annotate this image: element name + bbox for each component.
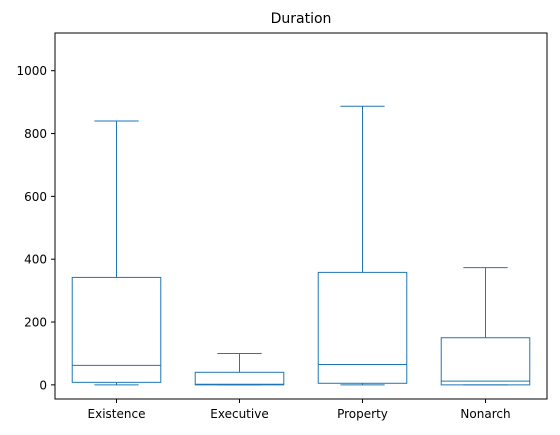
- iqr-box: [317, 271, 408, 384]
- y-axis: 0 200 400 600 800 1000: [16, 64, 55, 392]
- y-tick-label: 800: [24, 127, 47, 141]
- iqr-box: [440, 337, 531, 386]
- x-tick-label: Existence: [88, 407, 146, 421]
- x-tick-label: Property: [337, 407, 388, 421]
- box-executive: [194, 352, 285, 386]
- y-tick-label: 0: [39, 378, 47, 392]
- iqr-box: [71, 276, 162, 383]
- y-tick-label: 1000: [16, 64, 47, 78]
- plot-area: [71, 105, 531, 386]
- chart-title: Duration: [271, 11, 332, 27]
- axes-frame: [54, 32, 548, 400]
- y-tick-label: 400: [24, 253, 47, 267]
- x-axis: Existence Executive Property Nonarch: [88, 399, 511, 421]
- y-tick-label: 600: [24, 190, 47, 204]
- box-property: [317, 105, 408, 386]
- x-tick-label: Nonarch: [460, 407, 510, 421]
- box-existence: [71, 120, 162, 386]
- box-nonarch: [440, 267, 531, 386]
- y-tick-label: 200: [24, 316, 47, 330]
- iqr-box: [194, 371, 285, 386]
- x-tick-label: Executive: [210, 407, 268, 421]
